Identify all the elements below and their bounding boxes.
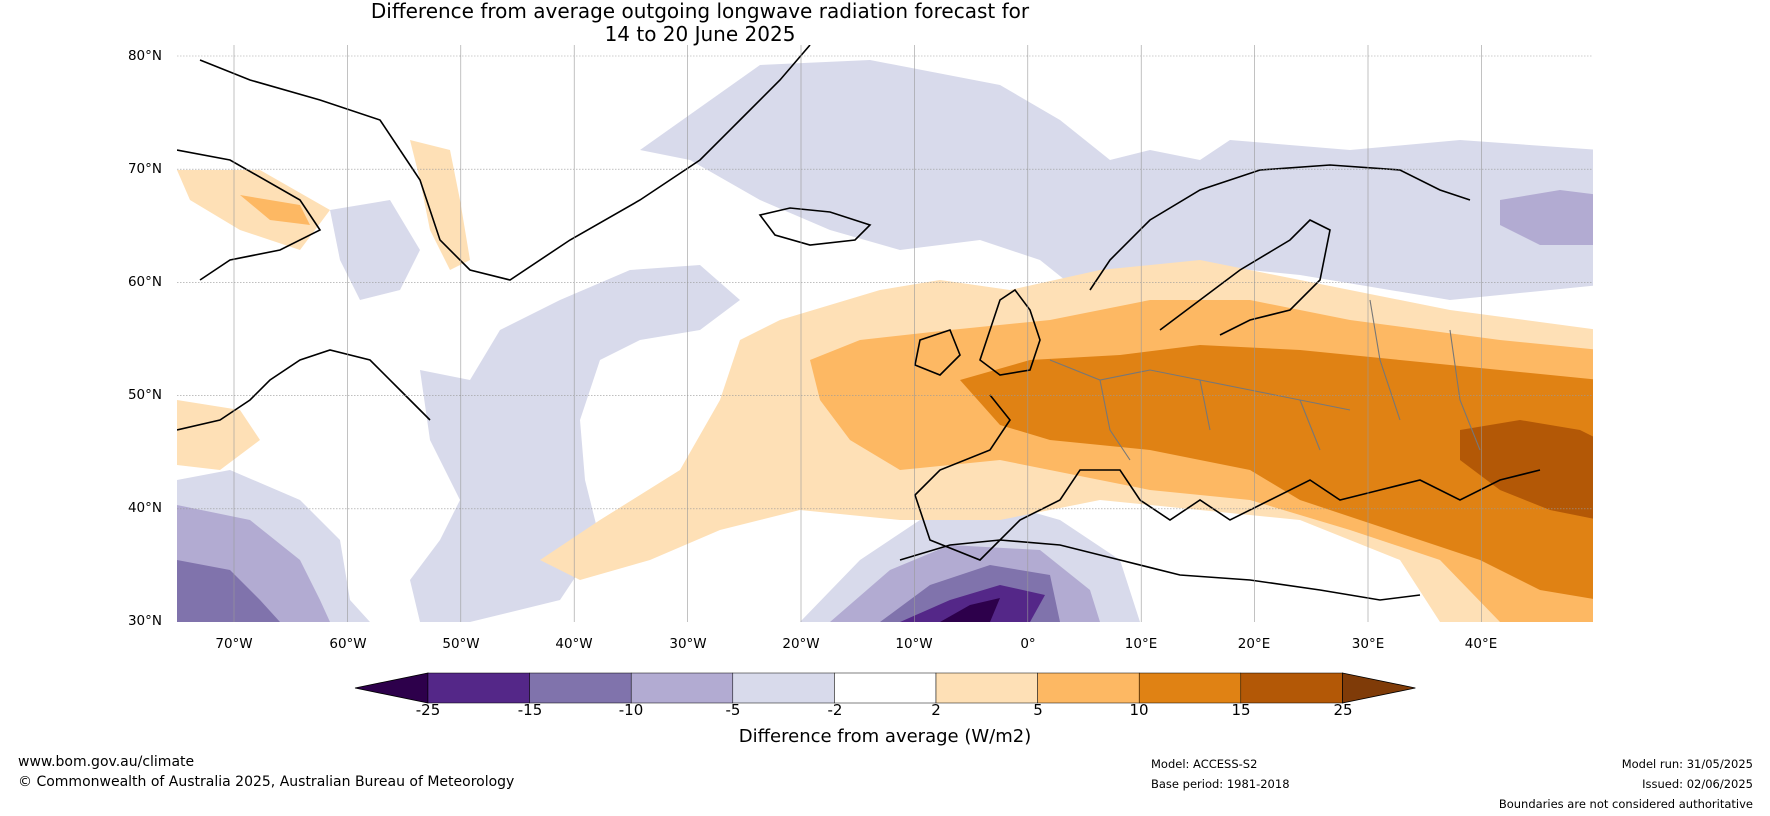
anomaly-region-greenland-warm (410, 140, 470, 270)
lon-label-20e: 20°E (1237, 636, 1271, 652)
anomaly-region-north-atlantic (640, 60, 1593, 300)
lat-label-80n: 80°N (127, 48, 162, 64)
colorbar (354, 672, 1416, 704)
coastline-baffin (177, 149, 322, 281)
coastline-western-europe (914, 394, 1541, 561)
lat-label-40n: 40°N (127, 500, 162, 516)
title-line-2: 14 to 20 June 2025 (604, 22, 796, 46)
colorbar-segment (834, 672, 937, 704)
lon-label-30w: 30°W (669, 636, 707, 652)
colorbar-tick-neg5: -5 (725, 701, 741, 719)
coastline-ireland (914, 329, 961, 376)
lon-label-60w: 60°W (329, 636, 367, 652)
coastline-iceland (758, 207, 872, 246)
lat-label-30n: 30°N (127, 613, 162, 629)
anomaly-region-mid-atlantic (410, 265, 740, 622)
colorbar-segment (1240, 672, 1343, 704)
colorbar-label: Difference from average (W/m2) (738, 726, 1032, 747)
coastline-britain (979, 288, 1041, 376)
coastline-labrador (177, 349, 431, 431)
colorbar-tick-neg10: -10 (618, 701, 644, 719)
issued-text: Issued: 02/06/2025 (1642, 777, 1753, 791)
grid-lines (177, 45, 1593, 622)
colorbar-segment (732, 672, 835, 704)
lon-label-50w: 50°W (442, 636, 480, 652)
colorbar-tick-neg2: -2 (827, 701, 843, 719)
website-link[interactable]: www.bom.gov.au/climate (18, 754, 195, 770)
coastline-greenland (399, 45, 811, 281)
lon-label-40e: 40°E (1464, 636, 1498, 652)
anomaly-region-baffin-warm (177, 170, 330, 250)
map-title: Difference from average outgoing longwav… (0, 0, 1400, 46)
coastline-baltic (1159, 219, 1331, 336)
lat-label-60n: 60°N (127, 274, 162, 290)
anomaly-region-baffin-warm-core (240, 195, 310, 225)
coastline-north-africa (899, 539, 1421, 601)
anomaly-region-southwest-deep (177, 560, 280, 622)
colorbar-segment (1138, 672, 1242, 704)
colorbar-extend-high (1342, 672, 1416, 704)
lat-label-70n: 70°N (127, 161, 162, 177)
colorbar-tick-5: 5 (1033, 701, 1043, 719)
colorbar-segment (630, 672, 734, 704)
model-run-text: Model run: 31/05/2025 (1621, 757, 1753, 771)
disclaimer-text: Boundaries are not considered authoritat… (1498, 797, 1753, 811)
colorbar-segment (935, 672, 1038, 704)
anomaly-field (177, 45, 1593, 622)
lon-label-30e: 30°E (1351, 636, 1385, 652)
base-period-text: Base period: 1981-2018 (1151, 777, 1290, 791)
borders (1049, 299, 1481, 461)
colorbar-segment (1037, 672, 1140, 704)
anomaly-region-newfoundland-warm (177, 400, 260, 470)
colorbar-segment (427, 672, 530, 704)
anomaly-region-africa-core (900, 585, 1045, 622)
lon-label-40w: 40°W (555, 636, 593, 652)
colorbar-tick-25: 25 (1333, 701, 1353, 719)
title-line-1: Difference from average outgoing longwav… (370, 0, 1030, 23)
anomaly-region-russia-north (1500, 190, 1593, 245)
colorbar-tick-2: 2 (931, 701, 941, 719)
colorbar-tick-neg15: -15 (517, 701, 543, 719)
lon-label-20w: 20°W (782, 636, 820, 652)
copyright-text: © Commonwealth of Australia 2025, Austra… (18, 774, 515, 790)
colorbar-tick-neg25: -25 (415, 701, 441, 719)
anomaly-region-europe-10-15 (960, 345, 1593, 599)
colorbar-extend-low (354, 672, 429, 704)
colorbar-segment (529, 672, 632, 704)
anomaly-region-russia-15-25 (1460, 420, 1593, 519)
lon-label-10e: 10°E (1124, 636, 1158, 652)
coastline-scandinavia (1089, 164, 1471, 291)
anomaly-region-labrador (330, 200, 420, 300)
model-text: Model: ACCESS-S2 (1151, 757, 1258, 771)
colorbar-tick-15: 15 (1231, 701, 1251, 719)
lon-label-10w: 10°W (895, 636, 933, 652)
lon-label-0: 0° (1020, 636, 1036, 652)
anomaly-region-africa-peak (940, 598, 1000, 622)
coastline-greenland-west (199, 59, 401, 151)
colorbar-tick-10: 10 (1129, 701, 1149, 719)
lat-label-50n: 50°N (127, 387, 162, 403)
lon-label-70w: 70°W (215, 636, 253, 652)
